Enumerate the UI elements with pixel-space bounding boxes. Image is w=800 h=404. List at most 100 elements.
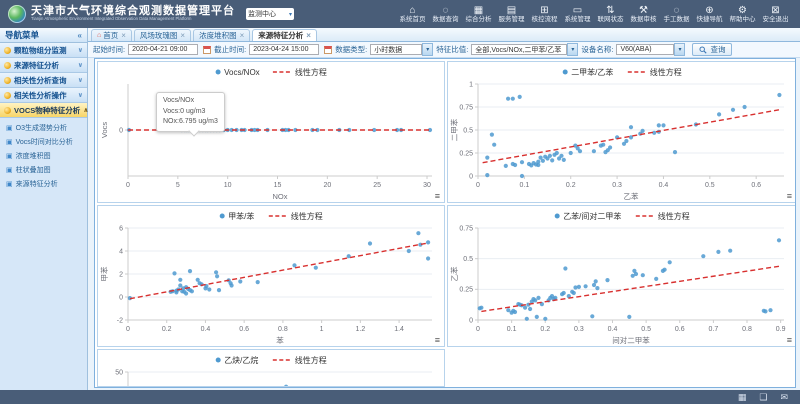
svg-text:0.25: 0.25 — [459, 150, 473, 157]
station-select[interactable]: 监测中心 ▾ — [246, 8, 294, 20]
ratio-select[interactable]: 全部,Vocs/NOx,二甲苯/乙苯 ▾ — [471, 43, 578, 56]
svg-text:0: 0 — [476, 182, 480, 189]
chart-menu-icon[interactable]: ≡ — [787, 336, 792, 345]
tab-concentration-stack[interactable]: 浓度堆积图 × — [193, 29, 250, 41]
sidebar-group-correlation-op[interactable]: 相关性分析操作 ∨ — [0, 88, 87, 103]
svg-text:1.2: 1.2 — [355, 326, 365, 333]
mail-icon[interactable]: ✉ — [780, 393, 788, 402]
nav-manual[interactable]: ◌ 手工数据 — [660, 5, 693, 24]
nav-data-query[interactable]: ◌ 数据查询 — [429, 5, 462, 24]
device-select[interactable]: V60(ABA) ▾ — [616, 43, 685, 56]
svg-text:线性方程: 线性方程 — [291, 211, 323, 221]
nav-help[interactable]: ⚙ 帮助中心 — [726, 5, 759, 24]
nav-quick-nav[interactable]: ⊕ 快捷导航 — [693, 5, 726, 24]
calendar-icon[interactable] — [324, 46, 332, 54]
nav-system[interactable]: ▭ 系统管理 — [561, 5, 594, 24]
submenu-concentration-stack[interactable]: ▣ 浓度堆积图 — [2, 151, 85, 161]
submenu-o3-potential[interactable]: ▣ O3生成潜势分析 — [2, 123, 85, 133]
end-time-input[interactable]: 2023-04-24 15:00 — [249, 44, 319, 55]
nav-report[interactable]: ▤ 服务管理 — [495, 5, 528, 24]
nav-analysis[interactable]: ▦ 综合分析 — [462, 5, 495, 24]
gear-icon: ⚙ — [726, 5, 759, 17]
tab-label: 来源特征分析 — [258, 30, 303, 41]
svg-text:0.25: 0.25 — [459, 287, 473, 294]
sidebar: 导航菜单 « 颗粒物组分监测 ∨ 来源特征分析 ∨ — [0, 28, 88, 390]
chart-menu-icon[interactable]: ≡ — [435, 336, 440, 345]
nav-label: 数据查询 — [429, 17, 462, 24]
calendar-icon[interactable] — [203, 46, 211, 54]
top-header: 天津市大气环境综合观测数据管理平台 Tianjin Atmospheric En… — [0, 0, 800, 28]
submenu-label: 来源特征分析 — [16, 179, 58, 189]
magnifier-icon — [699, 46, 707, 54]
chevron-down-icon[interactable]: ▾ — [567, 43, 578, 56]
sidebar-group-correlation-query[interactable]: 相关性分析查询 ∨ — [0, 73, 87, 88]
tab-home[interactable]: ⌂ 首页 × — [91, 29, 132, 41]
bar-chart-icon: ▦ — [462, 5, 495, 17]
svg-text:Vocs: Vocs — [100, 122, 109, 139]
nav-label: 手工数据 — [660, 17, 693, 24]
start-time-input[interactable]: 2020-04-21 09:00 — [128, 44, 198, 55]
svg-text:0: 0 — [126, 182, 130, 189]
nav-label: 系统管理 — [561, 17, 594, 24]
monitor-icon: ▣ — [6, 167, 13, 174]
svg-text:线性方程: 线性方程 — [295, 355, 327, 365]
exit-icon: ⊠ — [759, 5, 792, 17]
svg-text:间对二甲苯: 间对二甲苯 — [612, 335, 650, 345]
submenu-label: O3生成潜势分析 — [16, 123, 67, 133]
chart-menu-icon[interactable]: ≡ — [435, 192, 440, 201]
chevron-down-icon: ∨ — [78, 46, 83, 54]
tab-wind-rose[interactable]: 风场玫瑰图 × — [134, 29, 191, 41]
close-icon[interactable]: × — [180, 31, 185, 40]
svg-text:0.9: 0.9 — [776, 326, 786, 333]
svg-text:0.2: 0.2 — [540, 326, 550, 333]
tooltip-title: Vocs/NOx — [163, 96, 218, 107]
qaqc-icon: ⊞ — [528, 5, 561, 17]
main-area: ⌂ 首页 × 风场玫瑰图 × 浓度堆积图 × — [88, 28, 800, 390]
sidebar-group-vocs[interactable]: VOCS物种特征分析 ∧ — [0, 103, 87, 118]
nav-label: 核控流程 — [528, 17, 561, 24]
nav-home[interactable]: ⌂ 系统首页 — [396, 5, 429, 24]
svg-text:20: 20 — [323, 182, 331, 189]
svg-text:二甲苯/乙苯: 二甲苯/乙苯 — [571, 67, 613, 77]
data-type-value: 小时数据 — [370, 44, 422, 55]
svg-text:0.5: 0.5 — [705, 182, 715, 189]
tab-source-feature[interactable]: 来源特征分析 × — [252, 29, 317, 41]
chat-icon[interactable]: ❑ — [759, 393, 767, 402]
svg-text:2: 2 — [119, 271, 123, 278]
submenu-vocs-time[interactable]: ▣ Vocs时间对比分析 — [2, 137, 85, 147]
collapse-sidebar-icon[interactable]: « — [78, 31, 82, 40]
chevron-down-icon[interactable]: ▾ — [674, 43, 685, 56]
ratio-label: 特征比值: — [436, 44, 468, 55]
svg-text:线性方程: 线性方程 — [658, 211, 690, 221]
chevron-down-icon[interactable]: ▾ — [422, 43, 433, 56]
end-time-label: 截止时间: — [214, 44, 246, 55]
sidebar-group-source[interactable]: 来源特征分析 ∨ — [0, 58, 87, 73]
svg-text:0: 0 — [126, 326, 130, 333]
close-icon[interactable]: × — [306, 31, 311, 40]
device-value: V60(ABA) — [616, 44, 674, 55]
status-bar: ▦ ❑ ✉ — [0, 390, 800, 404]
data-type-select[interactable]: 小时数据 ▾ — [370, 43, 433, 56]
svg-text:0.6: 0.6 — [239, 326, 249, 333]
close-icon[interactable]: × — [240, 31, 245, 40]
svg-text:0.3: 0.3 — [574, 326, 584, 333]
nav-qaqc[interactable]: ⊞ 核控流程 — [528, 5, 561, 24]
nav-audit[interactable]: ⚒ 数据审核 — [627, 5, 660, 24]
nav-label: 系统首页 — [396, 17, 429, 24]
submenu-bar-overlay[interactable]: ▣ 柱状叠加图 — [2, 165, 85, 175]
calendar-icon[interactable]: ▦ — [738, 393, 747, 402]
search-button[interactable]: 查询 — [692, 43, 732, 56]
close-icon[interactable]: × — [121, 31, 126, 40]
sidebar-group-particulate[interactable]: 颗粒物组分监测 ∨ — [0, 43, 87, 58]
submenu-source-feature[interactable]: ▣ 来源特征分析 — [2, 179, 85, 189]
svg-text:0.7: 0.7 — [709, 326, 719, 333]
svg-text:1: 1 — [320, 326, 324, 333]
chart-tooltip: Vocs/NOx Vocs:0 ug/m3 NOx:6.795 ug/m3 — [156, 92, 225, 132]
svg-text:0.2: 0.2 — [566, 182, 576, 189]
chart-menu-icon[interactable]: ≡ — [787, 192, 792, 201]
nav-logout[interactable]: ⊠ 安全退出 — [759, 5, 792, 24]
nav-network[interactable]: ⇅ 联网状态 — [594, 5, 627, 24]
chevron-down-icon: ∨ — [78, 61, 83, 69]
submenu-label: 浓度堆积图 — [16, 151, 51, 161]
svg-text:0.1: 0.1 — [519, 182, 529, 189]
